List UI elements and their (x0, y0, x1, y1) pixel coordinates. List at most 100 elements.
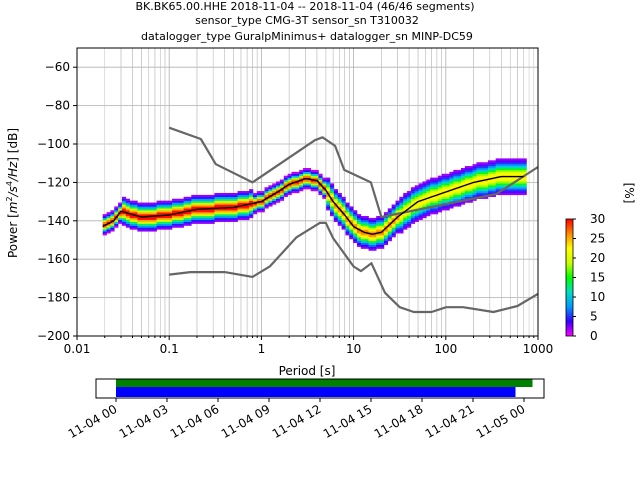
histogram-cell (210, 204, 215, 207)
histogram-cell (468, 173, 473, 176)
histogram-cell (168, 200, 173, 203)
histogram-cell (468, 175, 473, 178)
histogram-cell (472, 192, 477, 196)
histogram-cell (121, 214, 127, 217)
y-axis-ticks: −200−180−160−140−120−100−80−60 (37, 60, 77, 343)
histogram-cell (218, 196, 223, 199)
histogram-cell (199, 200, 204, 203)
histogram-cell (507, 173, 512, 176)
histogram-cell (202, 194, 208, 197)
histogram-cell (430, 179, 435, 182)
histogram-cell (445, 173, 450, 176)
histogram-cell (295, 179, 300, 182)
histogram-cell (268, 189, 273, 192)
histogram-cell (407, 217, 412, 221)
histogram-cell (164, 202, 169, 205)
histogram-cell (102, 229, 107, 232)
histogram-cell (241, 191, 246, 194)
histogram-cell (356, 227, 362, 230)
histogram-cell (125, 214, 130, 217)
histogram-cell (183, 223, 188, 226)
histogram-cell (476, 175, 481, 178)
histogram-cell (372, 239, 377, 242)
histogram-cell (403, 214, 408, 217)
histogram-cell (283, 187, 288, 190)
histogram-cell (245, 192, 250, 196)
histogram-cell (179, 200, 184, 203)
histogram-cell (145, 210, 150, 213)
histogram-cell (434, 206, 439, 209)
histogram-cell (422, 216, 427, 219)
histogram-cell (457, 202, 462, 205)
histogram-cell (464, 196, 469, 199)
histogram-cell (337, 217, 342, 221)
histogram-cell (499, 192, 504, 196)
histogram-cell (410, 214, 416, 217)
histogram-cell (333, 192, 339, 196)
histogram-cell (453, 204, 458, 207)
histogram-cell (183, 221, 188, 224)
histogram-cell (156, 217, 161, 221)
histogram-cell (449, 196, 454, 199)
histogram-cell (245, 216, 250, 219)
histogram-cell (114, 217, 119, 221)
histogram-cell (276, 198, 281, 201)
histogram-cell (341, 214, 346, 217)
histogram-cell (372, 237, 377, 240)
histogram-cell (453, 173, 458, 176)
histogram-cell (514, 168, 520, 171)
histogram-cell (179, 202, 184, 205)
histogram-cell (195, 194, 200, 197)
histogram-cell (503, 166, 508, 169)
colorbar-gradient (565, 218, 574, 337)
histogram-cell (399, 231, 404, 234)
histogram-cell (472, 194, 477, 197)
histogram-cell (426, 191, 431, 194)
colorbar-tick-label: 10 (590, 290, 605, 304)
histogram-cell (464, 179, 469, 182)
histogram-cell (168, 217, 173, 221)
histogram-cell (256, 196, 261, 199)
histogram-cell (514, 164, 520, 167)
histogram-cell (441, 179, 446, 182)
histogram-cell (306, 175, 312, 178)
histogram-cell (268, 200, 273, 203)
histogram-cell (148, 223, 154, 226)
histogram-cell (368, 235, 373, 238)
histogram-cell (418, 194, 423, 197)
histogram-cell (399, 225, 404, 228)
histogram-cell (245, 202, 250, 205)
histogram-cell (407, 196, 412, 199)
histogram-cell (368, 246, 373, 249)
histogram-cell (156, 216, 161, 219)
histogram-cell (252, 212, 258, 215)
histogram-cell (237, 206, 242, 209)
histogram-cell (395, 229, 400, 232)
histogram-cell (410, 216, 416, 219)
histogram-cell (337, 210, 342, 213)
histogram-cell (195, 206, 200, 209)
histogram-cell (337, 194, 342, 197)
y-label-part: Power [ (6, 213, 20, 258)
histogram-cell (287, 177, 292, 180)
histogram-cell (399, 221, 404, 224)
histogram-cell (237, 210, 242, 213)
histogram-cell (175, 202, 181, 205)
histogram-cell (491, 166, 496, 169)
histogram-cell (464, 189, 469, 192)
histogram-cell (148, 216, 154, 219)
histogram-cell (380, 233, 385, 236)
histogram-cell (460, 187, 466, 190)
histogram-cell (141, 229, 146, 232)
histogram-cell (152, 214, 157, 217)
histogram-cell (310, 179, 315, 182)
histogram-cell (306, 173, 312, 176)
histogram-cell (337, 212, 342, 215)
histogram-cell (341, 225, 346, 228)
histogram-cell (214, 217, 219, 221)
histogram-cell (225, 216, 231, 219)
histogram-cell (511, 191, 516, 194)
histogram-cell (206, 216, 211, 219)
histogram-cell (399, 217, 404, 221)
histogram-cell (422, 214, 427, 217)
